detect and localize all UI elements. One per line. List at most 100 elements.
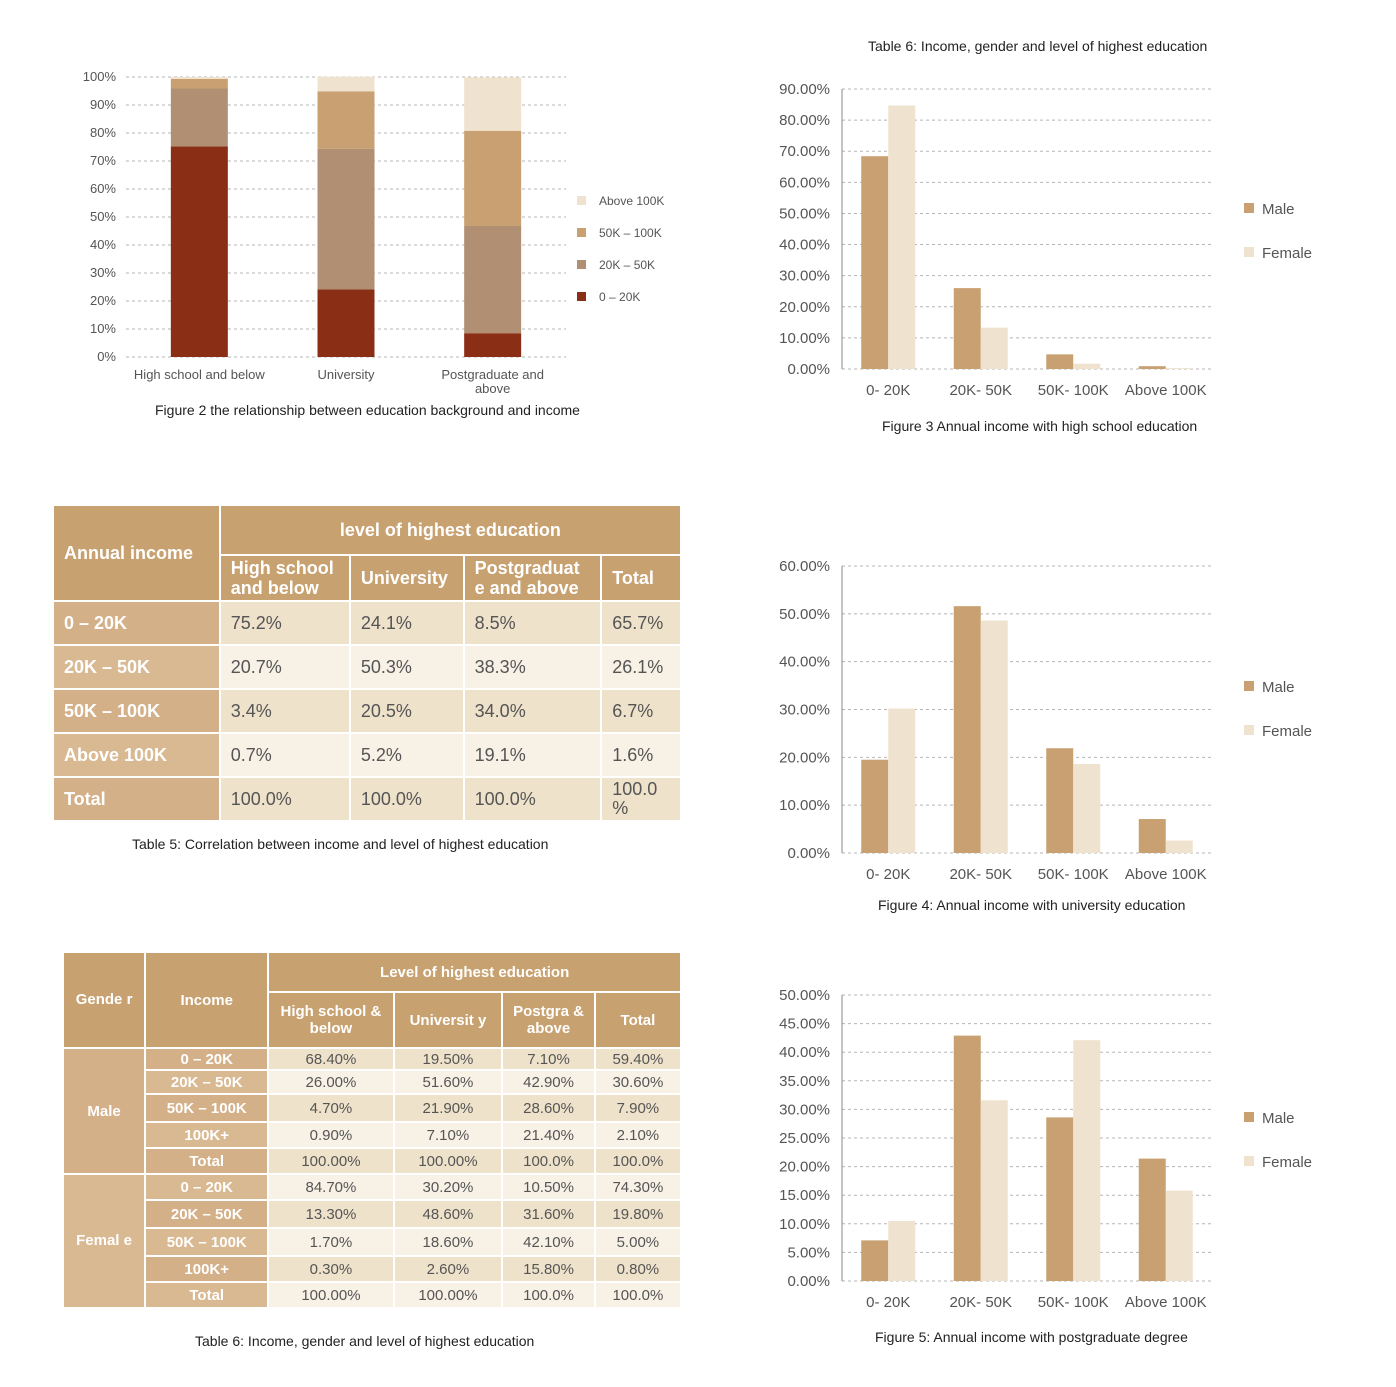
table6-cell: 100.00% [267,1281,395,1309]
y-tick-label: 60.00% [779,174,830,191]
figure-4-caption: Figure 4: Annual income with university … [878,897,1186,913]
table6-cell: 19.80% [593,1199,683,1229]
x-tick-label: Above 100K [1125,866,1207,883]
table6-cell: 30.60% [593,1069,683,1095]
bar-male [1046,748,1074,853]
legend-label: 0 – 20K [599,290,640,304]
bar-male [1138,819,1166,853]
y-tick-label: 10% [90,321,116,336]
bar-male [953,1035,981,1281]
y-tick-label: 20% [90,293,116,308]
bar-female [1073,1040,1101,1281]
table5-cell: 1.6% [600,732,682,778]
table5-cell: 100.0% [348,776,465,822]
table-6: Gende r Income Level of highest educatio… [61,951,683,1309]
legend-label: 20K – 50K [599,258,655,272]
bar-female [1165,368,1193,369]
y-tick-label: 0% [97,349,116,364]
table5-cell: 100.0 % [600,776,682,822]
x-tick-label: 0- 20K [866,866,910,883]
table5-cell: 38.3% [462,644,603,690]
legend-swatch [1244,203,1254,213]
y-tick-label: 5.00% [787,1244,830,1261]
table5-group-header: level of highest education [218,504,683,556]
bar-female [888,708,916,853]
bar-male [1138,366,1166,369]
stacked-bar-segment [317,289,375,357]
table5-cell: 20.5% [348,688,465,734]
x-tick-label: 50K- 100K [1038,1294,1109,1311]
stacked-bar-segment [170,146,228,357]
table6-cell: 4.70% [267,1093,395,1123]
table6-cell: 84.70% [267,1173,395,1201]
x-tick-label: 20K- 50K [949,382,1012,399]
table-row: 20K – 50K 26.00% 51.60% 42.90% 30.60% [63,1069,683,1095]
table5-row-label: 20K – 50K [52,644,221,690]
table5-col-header: University [348,554,465,602]
table5-cell: 65.7% [600,600,682,646]
figure-2-caption: Figure 2 the relationship between educat… [155,402,580,418]
table5-cell: 100.0% [462,776,603,822]
table6-row-label: 0 – 20K [144,1047,270,1071]
table6-cell: 100.0% [501,1147,596,1175]
bar-male [953,288,981,369]
legend-label: Above 100K [599,194,664,208]
table-row: 50K – 100K 1.70% 18.60% 42.10% 5.00% [63,1227,683,1257]
table6-cell: 10.50% [501,1173,596,1201]
legend-label: Male [1262,679,1295,696]
table5-cell: 34.0% [462,688,603,734]
figure-2-stacked-bar-chart: 0% 10% 20% 30% 40% 50% 60% 70% 80% 90% 100% High sc… [83,69,665,396]
table6-cell: 59.40% [593,1047,683,1071]
bar-female [980,620,1008,853]
bar-female [1165,840,1193,853]
legend-swatch [1244,247,1254,257]
stacked-bar-segment [464,77,522,131]
legend-swatch [1244,1156,1254,1166]
table6-cell: 15.80% [501,1255,596,1283]
y-tick-label: 45.00% [779,1016,830,1033]
legend-swatch [577,196,586,205]
y-tick-label: 20.00% [779,299,830,316]
table6-col-header: Universit y [392,991,504,1049]
y-tick-label: 50.00% [779,205,830,222]
table-row: Total 100.00% 100.00% 100.0% 100.0% [63,1147,683,1175]
table6-cell: 100.00% [392,1147,504,1175]
table6-cell: 42.90% [501,1069,596,1095]
x-tick-label: 0- 20K [866,382,910,399]
y-tick-label: 0.00% [787,1273,830,1290]
x-tick-label: 50K- 100K [1038,866,1109,883]
table-row: 50K – 100K 3.4% 20.5% 34.0% 6.7% [52,688,682,734]
table5-row-label: Total [52,776,221,822]
bar-female [980,1100,1008,1281]
table-row: 100K+ 0.30% 2.60% 15.80% 0.80% [63,1255,683,1283]
y-tick-label: 60.00% [779,558,830,575]
y-tick-label: 30.00% [779,702,830,719]
table6-row-label: Total [144,1147,270,1175]
y-tick-label: 20.00% [779,749,830,766]
table6-cell: 2.10% [593,1121,683,1149]
table5-cell: 26.1% [600,644,682,690]
legend-label: 50K – 100K [599,226,662,240]
y-tick-label: 30% [90,265,116,280]
table5-cell: 3.4% [218,688,351,734]
stacked-bar-segment [170,78,228,89]
table6-cell: 31.60% [501,1199,596,1229]
table5-cell: 19.1% [462,732,603,778]
y-tick-label: 25.00% [779,1130,830,1147]
y-tick-label: 40% [90,237,116,252]
y-tick-label: 100% [83,69,117,84]
bar-female [1073,764,1101,853]
table6-row-label: 100K+ [144,1255,270,1283]
table5-cell: 100.0% [218,776,351,822]
y-tick-label: 60% [90,181,116,196]
y-tick-label: 0.00% [787,845,830,862]
table-6-caption: Table 6: Income, gender and level of hig… [195,1333,535,1349]
table6-cell: 0.90% [267,1121,395,1149]
table5-row-label: 0 – 20K [52,600,221,646]
table5-cell: 24.1% [348,600,465,646]
table6-cell: 5.00% [593,1227,683,1257]
x-tick-label: University [317,367,375,382]
table6-cell: 100.0% [593,1147,683,1175]
bar-male [861,1240,889,1281]
table5-cell: 20.7% [218,644,351,690]
